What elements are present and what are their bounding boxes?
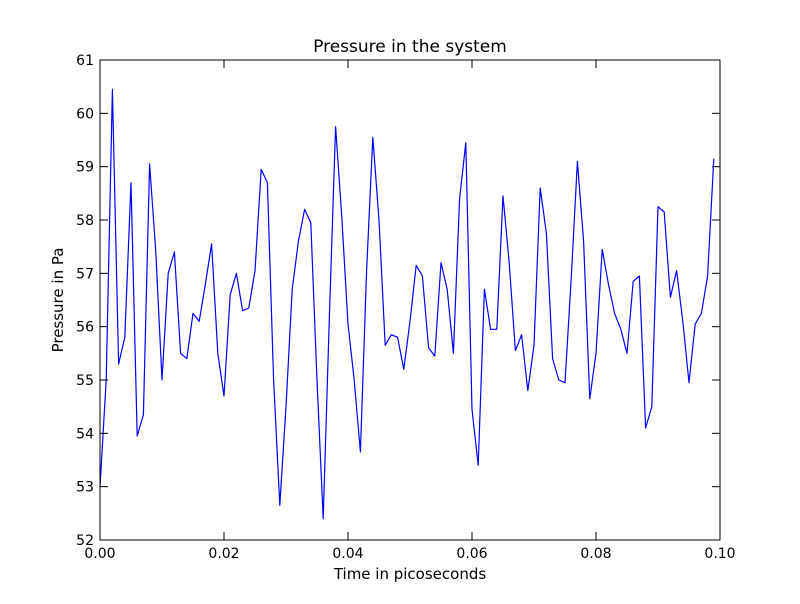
- x-tick-label: 0.00: [84, 546, 115, 562]
- y-tick-label: 59: [76, 160, 94, 176]
- y-tick-label: 61: [76, 53, 94, 69]
- pressure-series-line: [99, 88, 715, 520]
- y-tick-label: 54: [76, 426, 94, 442]
- y-tick-label: 57: [76, 266, 94, 282]
- x-tick-label: 0.10: [704, 546, 735, 562]
- plot-frame: [99, 59, 721, 541]
- x-tick-label: 0.04: [332, 546, 363, 562]
- x-tick-label: 0.02: [208, 546, 239, 562]
- x-tick-label: 0.08: [580, 546, 611, 562]
- x-tick-label: 0.06: [456, 546, 487, 562]
- y-tick-label: 52: [76, 533, 94, 549]
- x-axis-label: Time in picoseconds: [333, 565, 487, 583]
- y-tick-label: 58: [76, 213, 94, 229]
- y-tick-label: 55: [76, 373, 94, 389]
- chart-title: Pressure in the system: [313, 37, 507, 57]
- y-tick-label: 56: [76, 320, 94, 336]
- y-tick-label: 60: [76, 106, 94, 122]
- y-axis-label: Pressure in Pa: [49, 248, 67, 353]
- y-tick-label: 53: [76, 480, 94, 496]
- y-axis-ticks: 52 53 54 55 56 57 58 59 60 61: [76, 53, 720, 549]
- plot-area: [99, 88, 715, 520]
